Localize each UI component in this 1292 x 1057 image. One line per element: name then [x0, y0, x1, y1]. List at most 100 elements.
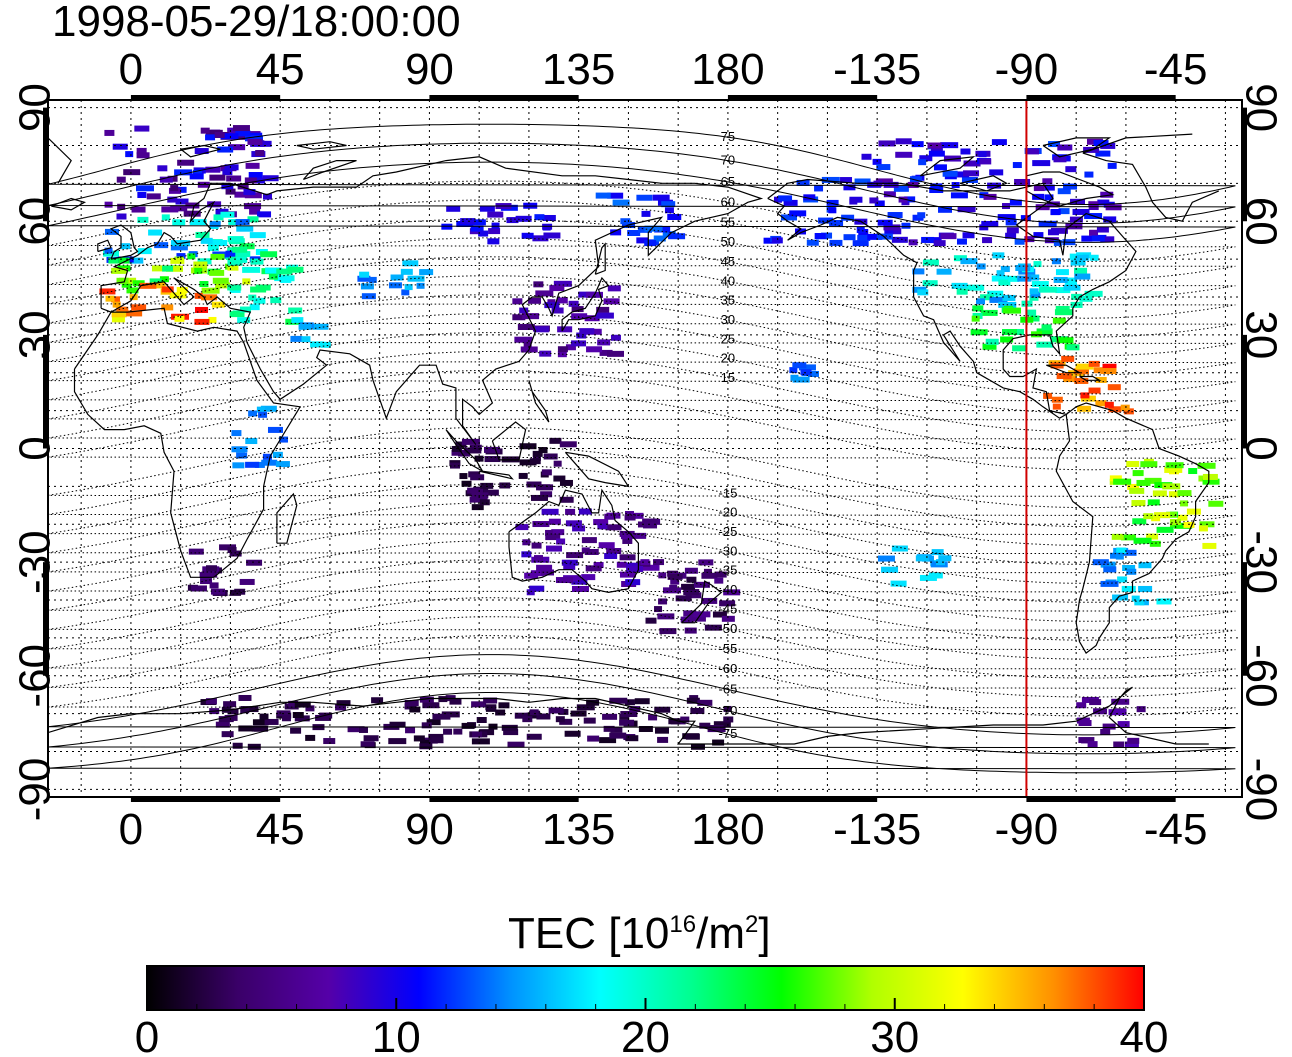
tec-cell: [606, 548, 622, 555]
tec-cell: [225, 253, 239, 260]
tec-cell: [120, 243, 131, 250]
tec-cell: [193, 261, 208, 268]
colorbar-label: TEC [1016/m2]: [508, 909, 771, 958]
tec-cell: [1031, 281, 1049, 288]
tec-cell: [889, 228, 902, 235]
tec-cell: [227, 236, 244, 243]
tec-cell: [1166, 511, 1178, 518]
map-frame: [43, 95, 1247, 802]
tec-cell: [290, 335, 303, 342]
tec-cell: [598, 542, 615, 549]
tec-cell: [232, 125, 250, 132]
magnetic-contour: [48, 635, 1236, 717]
tec-cell: [1123, 408, 1134, 415]
tec-cell: [275, 461, 290, 468]
tec-cell: [1103, 566, 1117, 573]
tec-cell: [807, 370, 819, 377]
lon-tick-label-bottom: -135: [833, 805, 921, 854]
tec-cell: [814, 233, 826, 240]
tec-cell: [137, 216, 149, 223]
tec-cell: [1100, 580, 1119, 587]
tec-cell: [1103, 216, 1117, 223]
tec-cell: [624, 699, 635, 706]
tec-cell: [1168, 491, 1180, 498]
tec-cell: [579, 328, 595, 335]
tec-cell: [177, 159, 195, 166]
tec-cell: [222, 169, 233, 176]
coastline: [491, 421, 527, 461]
tec-cell: [190, 585, 207, 592]
tec-cell: [555, 577, 573, 584]
tec-cell: [532, 454, 541, 461]
tec-cell: [1136, 479, 1151, 486]
tec-cell: [586, 346, 603, 353]
tec-cell: [938, 206, 953, 213]
tec-cell: [572, 525, 586, 532]
tec-cell: [404, 703, 417, 710]
tec-cell: [199, 281, 209, 288]
tec-cell: [1133, 537, 1152, 544]
tec-cell: [234, 191, 250, 198]
tec-cell: [1076, 702, 1087, 709]
tec-cell: [360, 741, 375, 748]
tec-cell: [668, 233, 686, 240]
tec-cell: [1006, 227, 1019, 234]
magnetic-latitude-labels: 75 70 65 60 55 50 45 40 35 30 25 20 15 -15 -20 -25 -30 -3…: [719, 129, 738, 741]
tec-cell: [165, 265, 183, 272]
tec-cell: [205, 129, 223, 136]
tec-cell: [188, 548, 204, 555]
tec-cell: [227, 284, 242, 291]
tec-cell: [235, 219, 250, 226]
tec-cell: [1113, 478, 1132, 485]
tec-cell: [224, 164, 239, 171]
tec-cell: [542, 214, 556, 221]
tec-cell: [129, 257, 144, 264]
tec-cell: [254, 461, 265, 468]
tec-cell: [1097, 199, 1110, 206]
tec-cell: [1058, 208, 1070, 215]
tec-cell: [712, 739, 725, 746]
tec-cell: [553, 280, 572, 287]
tec-cell: [545, 534, 561, 541]
magnetic-latitude-label: 60: [721, 194, 735, 209]
tec-cell: [883, 191, 896, 198]
tec-cell: [1015, 264, 1031, 271]
lon-tick-label-top: 180: [691, 45, 764, 94]
tec-cell: [893, 185, 909, 192]
magnetic-contour: [48, 692, 1236, 774]
tec-cell: [470, 474, 485, 481]
tec-cell: [909, 176, 922, 183]
tec-cell: [538, 447, 548, 454]
tec-cell: [607, 192, 624, 199]
tec-cell: [684, 627, 697, 634]
tec-cell: [1057, 188, 1071, 195]
tec-cell: [991, 139, 1007, 146]
tec-cell: [231, 446, 248, 453]
coastlines: [48, 133, 1220, 745]
coastline: [73, 307, 302, 578]
tec-cell: [1089, 699, 1102, 706]
tec-cell: [1183, 521, 1195, 528]
tec-cell: [247, 138, 263, 145]
tec-cell: [449, 698, 462, 705]
tec-cell: [1088, 360, 1100, 367]
tec-cell: [1033, 185, 1045, 192]
lat-tick-label-right: 60: [1237, 197, 1286, 246]
tec-cell: [99, 288, 116, 295]
tec-cell: [126, 287, 139, 294]
tec-cell: [658, 572, 667, 579]
tec-cell: [661, 201, 676, 208]
tec-cell: [581, 537, 597, 544]
tec-cell: [652, 194, 670, 201]
tec-cell: [891, 236, 908, 243]
tec-cell: [250, 286, 267, 293]
tec-cell: [918, 159, 927, 166]
tec-cell: [644, 240, 657, 247]
tec-cell: [521, 551, 532, 558]
tec-cell: [126, 310, 143, 317]
tec-cell: [471, 738, 490, 745]
tec-cell: [288, 700, 299, 707]
tec-cell: [480, 482, 494, 489]
tec-cell: [1154, 512, 1171, 519]
tec-cell: [1146, 533, 1159, 540]
